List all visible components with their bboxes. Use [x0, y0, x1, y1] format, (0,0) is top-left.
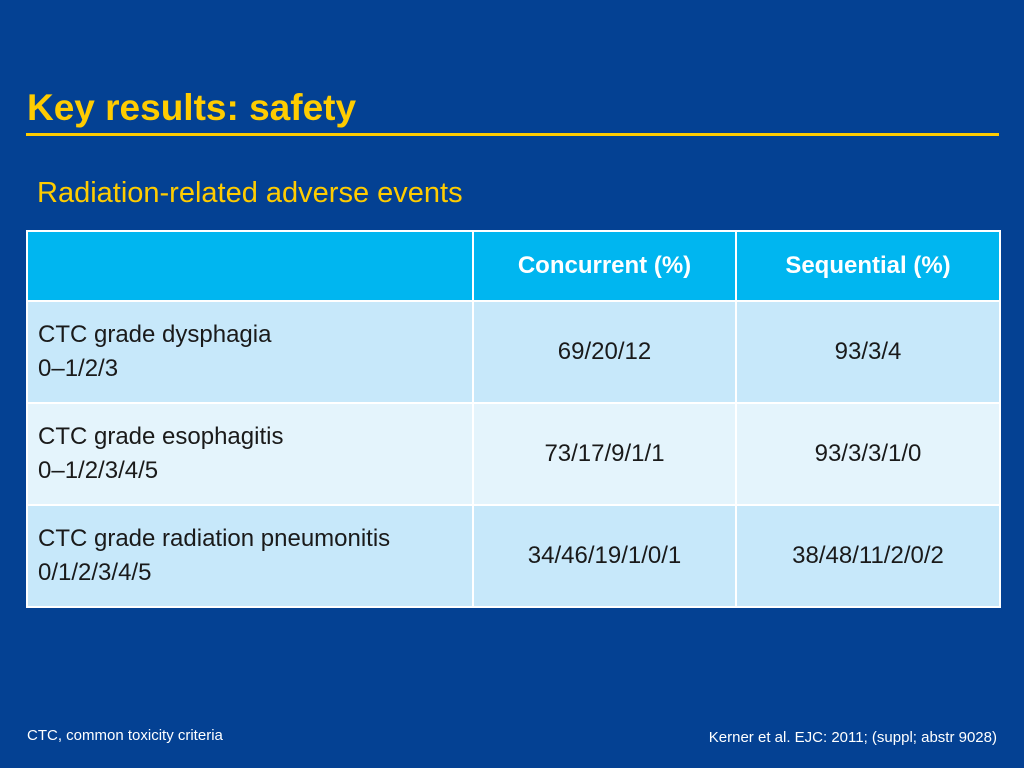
header-concurrent: Concurrent (%)	[472, 230, 737, 302]
cell-concurrent: 69/20/12	[472, 300, 737, 404]
header-empty-cell	[26, 230, 474, 302]
row-label-dysphagia: CTC grade dysphagia 0–1/2/3	[26, 300, 474, 404]
adverse-events-table: Concurrent (%) Sequential (%) CTC grade …	[26, 230, 1001, 608]
title-divider	[26, 133, 999, 136]
slide-subtitle: Radiation-related adverse events	[37, 177, 463, 209]
cell-concurrent: 73/17/9/1/1	[472, 402, 737, 506]
row-label-grades: 0–1/2/3/4/5	[38, 457, 159, 484]
row-label-pneumonitis: CTC grade radiation pneumonitis 0/1/2/3/…	[26, 504, 474, 608]
row-label-name: CTC grade esophagitis	[38, 423, 284, 450]
row-label-grades: 0/1/2/3/4/5	[38, 559, 152, 586]
cell-concurrent: 34/46/19/1/0/1	[472, 504, 737, 608]
cell-sequential: 38/48/11/2/0/2	[735, 504, 1001, 608]
header-sequential: Sequential (%)	[735, 230, 1001, 302]
footnote: CTC, common toxicity criteria	[27, 727, 223, 744]
row-label-name: CTC grade dysphagia	[38, 321, 272, 348]
slide-title: Key results: safety	[27, 87, 357, 128]
table-header-row: Concurrent (%) Sequential (%)	[26, 230, 1001, 302]
table-row: CTC grade dysphagia 0–1/2/3 69/20/12 93/…	[26, 300, 1001, 404]
table-row: CTC grade radiation pneumonitis 0/1/2/3/…	[26, 504, 1001, 608]
row-label-name: CTC grade radiation pneumonitis	[38, 525, 391, 552]
citation: Kerner et al. EJC: 2011; (suppl; abstr 9…	[708, 729, 997, 746]
cell-sequential: 93/3/3/1/0	[735, 402, 1001, 506]
row-label-grades: 0–1/2/3	[38, 355, 119, 382]
table-row: CTC grade esophagitis 0–1/2/3/4/5 73/17/…	[26, 402, 1001, 506]
row-label-esophagitis: CTC grade esophagitis 0–1/2/3/4/5	[26, 402, 474, 506]
cell-sequential: 93/3/4	[735, 300, 1001, 404]
